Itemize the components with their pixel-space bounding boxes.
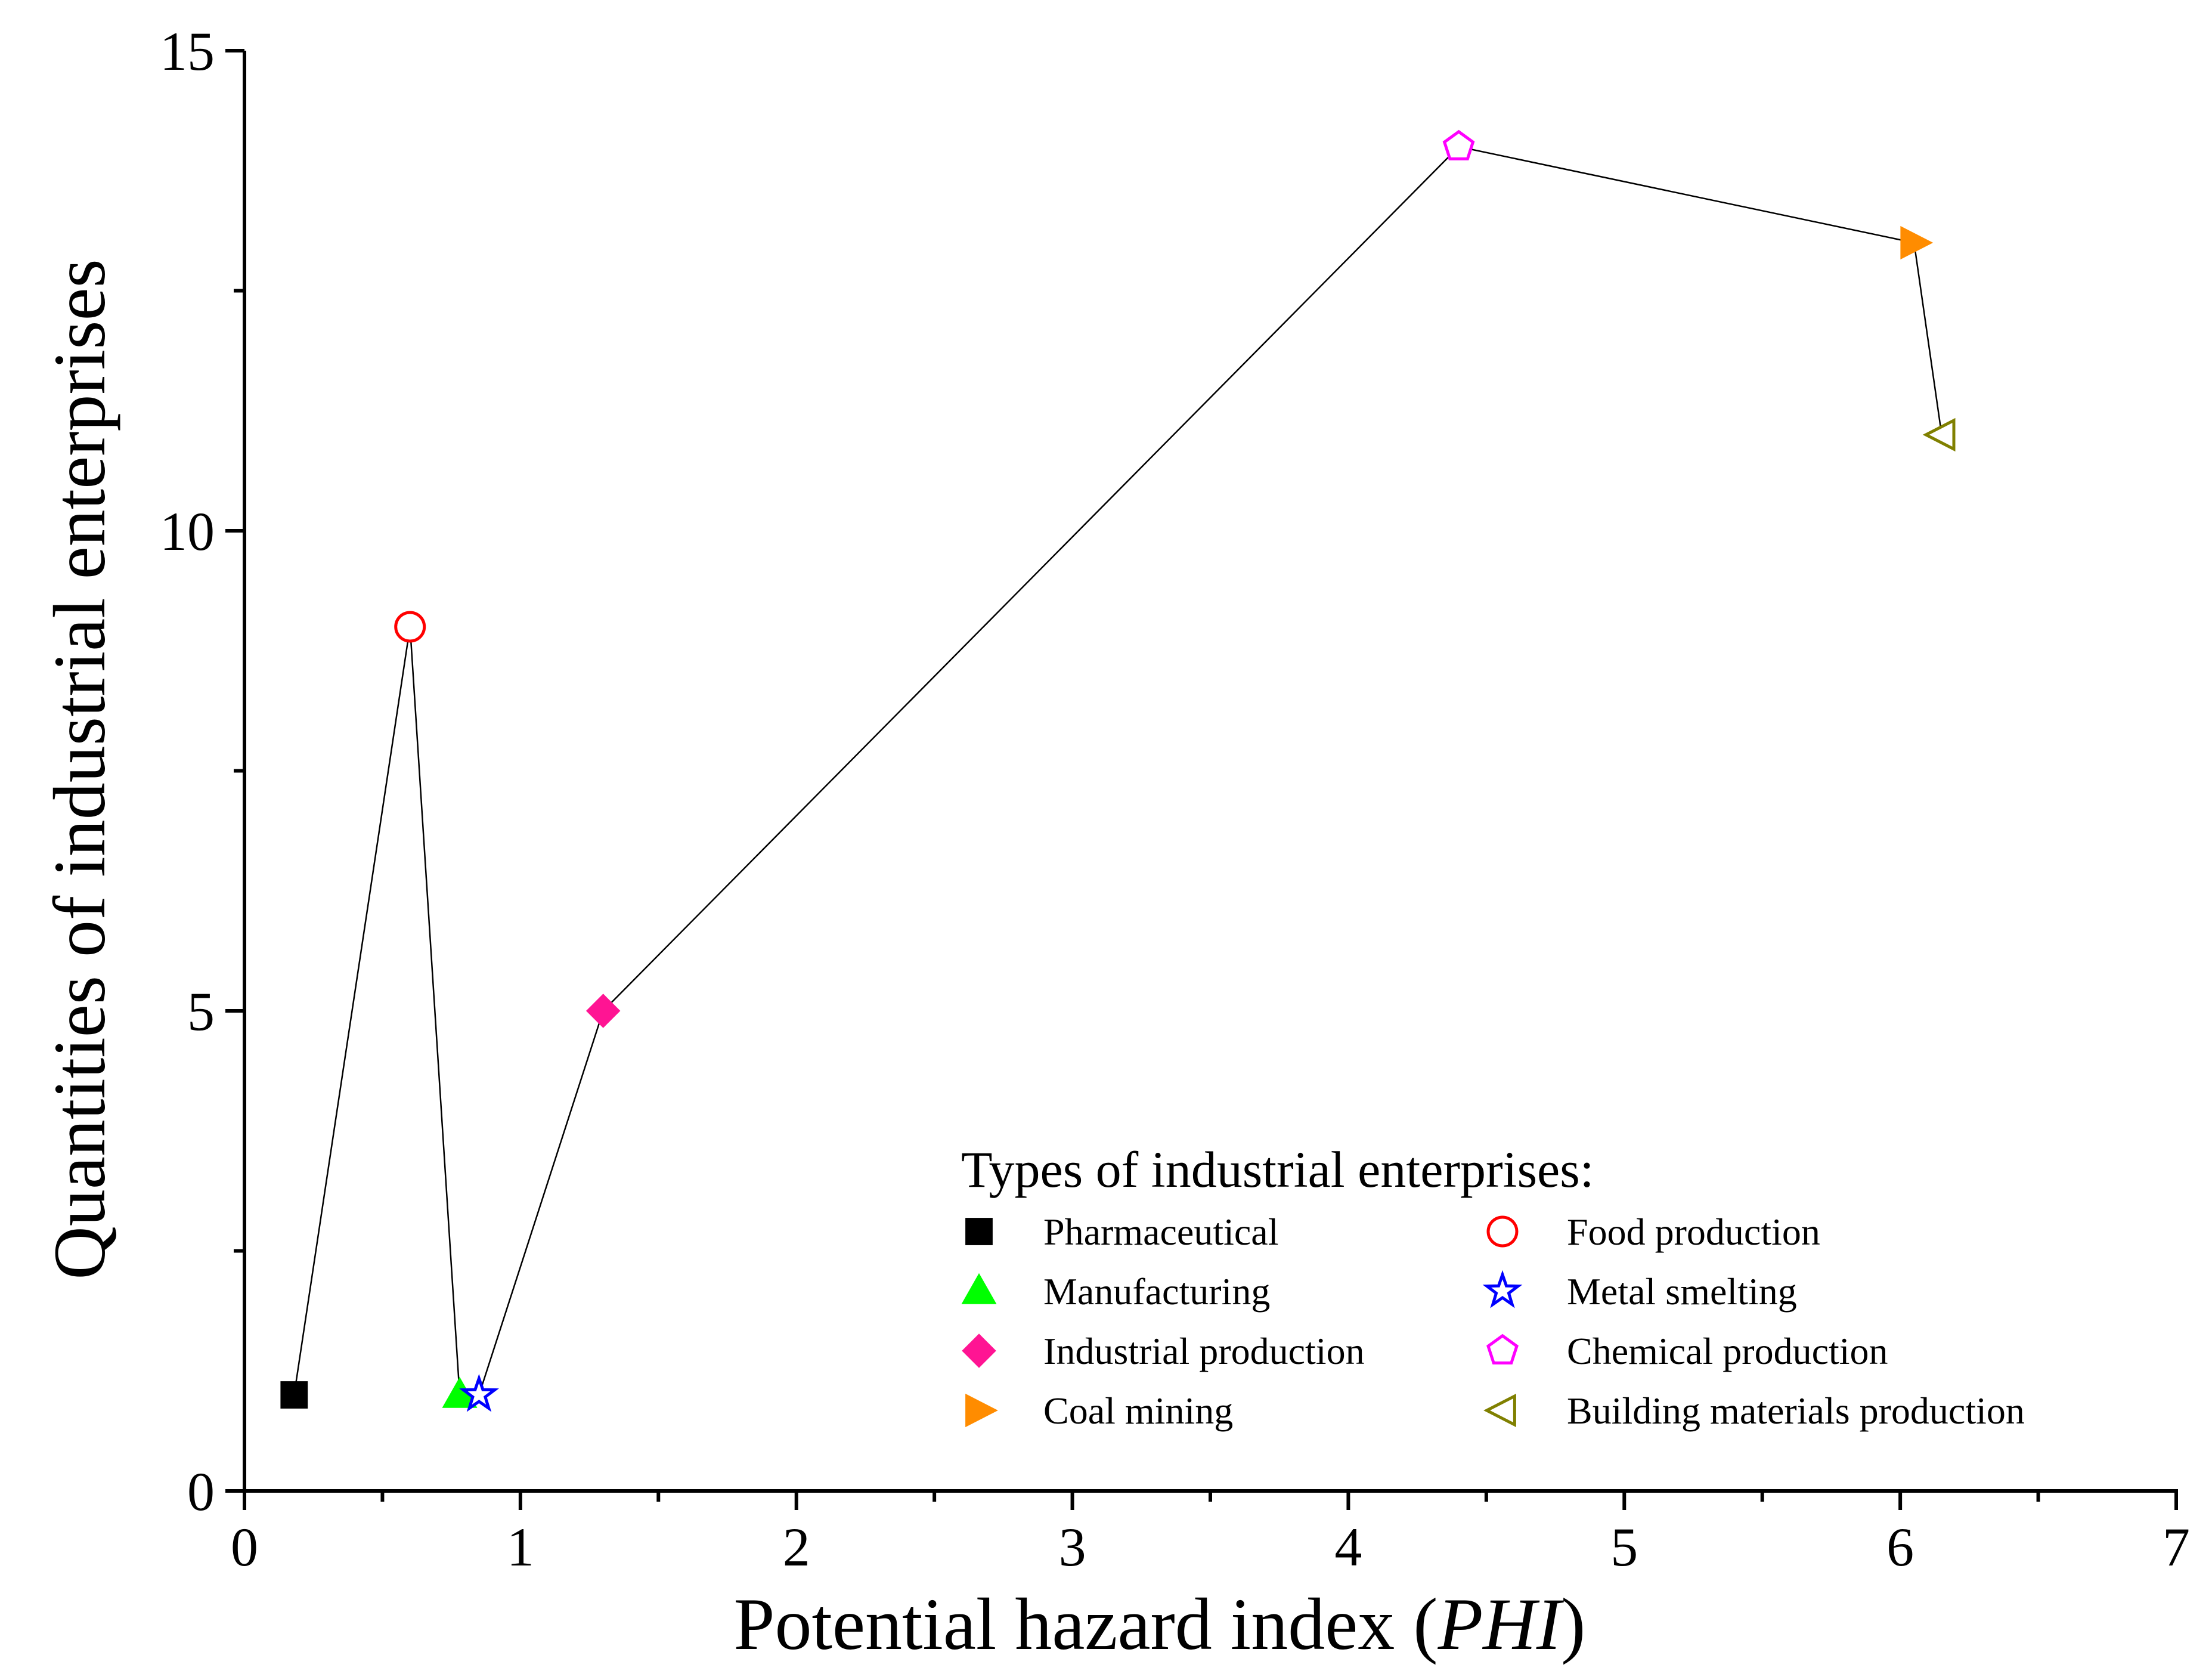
legend-marker-metal-smelting (1482, 1270, 1523, 1308)
legend-label-industrial-production: Industrial production (1043, 1330, 1365, 1372)
y-tick-label: 0 (187, 1461, 215, 1522)
x-tick-label: 7 (2163, 1517, 2190, 1577)
legend-marker-manufacturing (961, 1273, 997, 1304)
legend-title: Types of industrial enterprises: (961, 1141, 1594, 1198)
x-axis-title-italic: PHI (1438, 1583, 1564, 1665)
legend-label-manufacturing: Manufacturing (1043, 1270, 1270, 1313)
x-axis-title-suffix: ) (1561, 1583, 1585, 1665)
x-tick-label: 3 (1059, 1517, 1086, 1577)
y-axis-title: Quantities of industrial enterprises (39, 259, 120, 1279)
legend-label-chemical-production: Chemical production (1567, 1330, 1888, 1372)
legend-label-building-materials-production: Building materials production (1567, 1390, 2025, 1432)
legend-label-food-production: Food production (1567, 1211, 1820, 1253)
legend-label-coal-mining: Coal mining (1043, 1390, 1233, 1432)
x-tick-label: 2 (783, 1517, 810, 1577)
series-group (280, 129, 1956, 1412)
x-axis-title: Potential hazard index (PHI) (734, 1583, 1586, 1665)
legend-label-pharmaceutical: Pharmaceutical (1043, 1211, 1278, 1253)
legend-group: Pharmaceutical Food production Manufacturi… (961, 1211, 2025, 1432)
point-metal-smelting (458, 1373, 499, 1412)
point-pharmaceutical (280, 1381, 308, 1409)
legend-marker-pharmaceutical (965, 1218, 993, 1245)
point-industrial-production (585, 994, 621, 1028)
point-chemical-production (1442, 129, 1475, 160)
series-line (293, 146, 1943, 1396)
ticks-group: 0 1 2 3 4 5 6 7 0 5 10 15 (160, 21, 2190, 1577)
legend-marker-chemical-production (1486, 1333, 1519, 1365)
legend-marker-building-materials-production (1483, 1393, 1516, 1428)
legend-marker-industrial-production (962, 1333, 996, 1368)
point-food-production (394, 611, 426, 643)
legend-marker-coal-mining (965, 1393, 998, 1428)
point-coal-mining (1900, 225, 1934, 260)
x-tick-label: 0 (231, 1517, 258, 1577)
y-tick-label: 5 (187, 981, 215, 1042)
legend-label-metal-smelting: Metal smelting (1567, 1270, 1797, 1313)
y-tick-label: 15 (160, 21, 215, 82)
x-tick-label: 4 (1334, 1517, 1362, 1577)
x-tick-label: 6 (1886, 1517, 1914, 1577)
x-tick-label: 1 (507, 1517, 534, 1577)
x-tick-label: 5 (1610, 1517, 1638, 1577)
x-axis-title-prefix: Potential hazard index ( (734, 1583, 1438, 1665)
legend-marker-food-production (1486, 1215, 1519, 1248)
point-building-materials-production (1922, 417, 1956, 452)
y-tick-label: 10 (160, 501, 215, 562)
